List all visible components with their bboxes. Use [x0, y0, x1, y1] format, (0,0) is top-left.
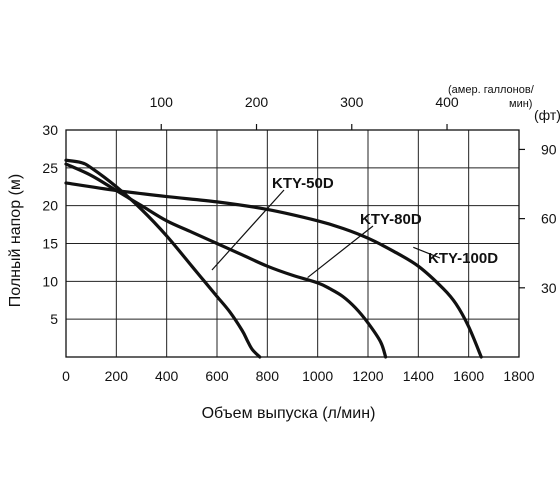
y-right-tick-label: 60 [541, 211, 557, 227]
curve-kty-80d [64, 162, 388, 359]
y-tick-label: 30 [42, 122, 58, 138]
right-axis-unit: (фт) [534, 107, 560, 123]
y-tick-label: 5 [50, 311, 58, 327]
y-tick-label: 20 [42, 198, 58, 214]
leader-line-kty-50d [211, 189, 285, 271]
x-top-tick-label: 300 [340, 94, 364, 110]
y-tick-label: 25 [42, 160, 58, 176]
leader-line-kty-80d [307, 225, 374, 279]
leader-line-kty-100d [413, 246, 441, 259]
curve-kty-50d [64, 158, 262, 359]
curve-kty-100d [64, 181, 483, 359]
x-tick-label: 200 [105, 368, 129, 384]
top-axis-unit: (амер. галлонов/ [448, 84, 535, 96]
y-tick-label: 10 [42, 273, 58, 289]
series-label-kty-100d: KTY-100D [428, 250, 498, 267]
x-tick-label: 1400 [403, 368, 434, 384]
x-tick-label: 1200 [352, 368, 383, 384]
x-tick-label: 800 [256, 368, 280, 384]
top-axis-unit-line2: мин) [509, 98, 532, 110]
y-tick-label: 15 [42, 236, 58, 252]
x-tick-label: 1600 [453, 368, 484, 384]
x-top-tick-label: 400 [435, 94, 459, 110]
x-tick-label: 0 [62, 368, 70, 384]
y-right-tick-label: 90 [541, 141, 557, 157]
x-tick-label: 1000 [302, 368, 333, 384]
x-tick-label: 400 [155, 368, 179, 384]
plot-frame [65, 129, 520, 358]
x-axis-title: Объем выпуска (л/мин) [202, 405, 376, 422]
x-top-tick-label: 200 [245, 94, 269, 110]
x-top-tick-label: 100 [150, 94, 174, 110]
x-tick-label: 1800 [503, 368, 534, 384]
series-label-kty-80d: KTY-80D [360, 211, 422, 228]
series-label-kty-50d: KTY-50D [272, 175, 334, 192]
y-right-tick-label: 30 [541, 280, 557, 296]
x-tick-label: 600 [205, 368, 229, 384]
y-axis-title: Полный напор (м) [7, 174, 24, 307]
